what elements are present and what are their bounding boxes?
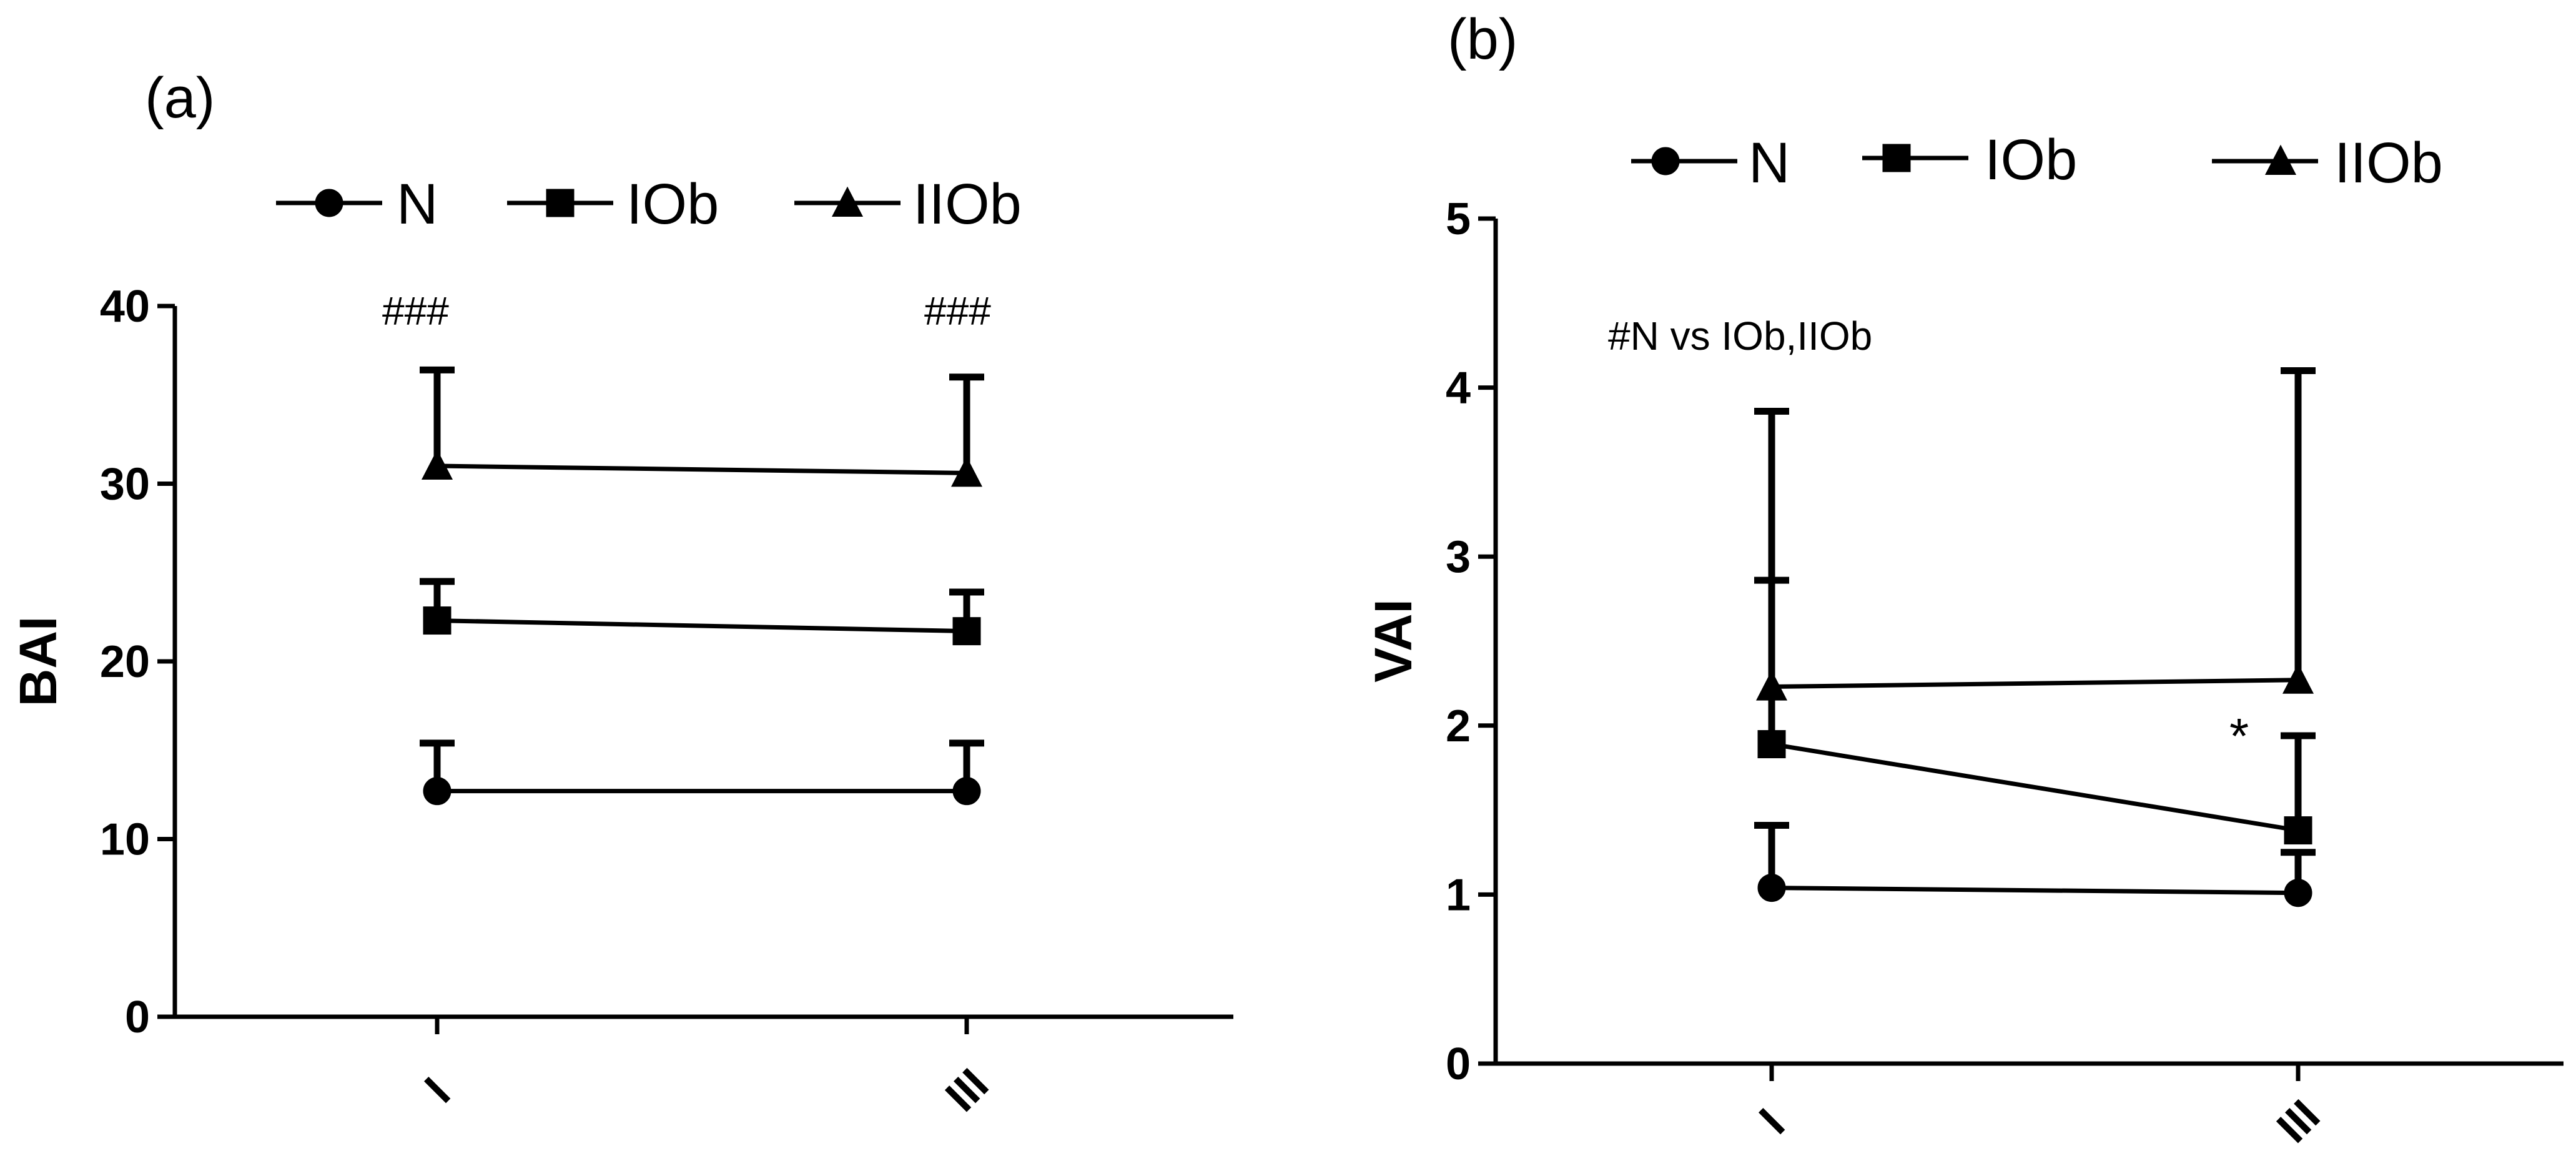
- data-point-circle: [1757, 874, 1786, 902]
- legend-item-IOb: IOb: [1862, 128, 2077, 192]
- data-point-circle: [423, 777, 452, 806]
- annotation: #N vs IOb,IIOb: [1608, 314, 1872, 358]
- y-tick-label: 5: [1446, 194, 1471, 244]
- y-tick-label: 1: [1446, 870, 1471, 920]
- series-N: [1754, 821, 2316, 907]
- legend-label: IOb: [1985, 128, 2077, 192]
- data-point-triangle: [2282, 663, 2314, 694]
- legend-marker-triangle: [2264, 144, 2297, 175]
- y-axis-title: VAI: [1364, 599, 1423, 683]
- series-N: [420, 739, 984, 806]
- y-tick-label: 2: [1446, 701, 1471, 751]
- x-tick-label: I: [415, 1068, 460, 1112]
- legend-marker-circle: [1651, 147, 1680, 175]
- y-tick-label: 40: [100, 282, 150, 332]
- data-point-square: [952, 617, 981, 646]
- y-tick-label: 0: [125, 992, 150, 1042]
- y-tick-label: 3: [1446, 532, 1471, 582]
- series-line: [1771, 742, 2299, 833]
- y-tick-label: 0: [1446, 1039, 1471, 1089]
- legend-marker-square: [1882, 144, 1911, 172]
- legend-item-IOb: IOb: [507, 172, 719, 236]
- x-tick-label: I: [1750, 1099, 1794, 1144]
- legend-item-IIOb: IIOb: [794, 172, 1022, 236]
- legend-label: N: [397, 172, 438, 236]
- legend-item-IIOb: IIOb: [2212, 131, 2443, 195]
- data-point-triangle: [1755, 670, 1788, 701]
- data-point-circle: [952, 777, 981, 806]
- y-tick-label: 30: [100, 460, 150, 510]
- series-line: [437, 618, 967, 634]
- legend-marker-circle: [315, 189, 343, 217]
- y-axis-title: BAI: [9, 616, 67, 707]
- legend-item-N: N: [1631, 131, 1790, 195]
- x-tick-label: III: [2268, 1090, 2329, 1152]
- series-IIOb: [1754, 367, 2316, 701]
- data-point-triangle: [950, 457, 983, 487]
- x-tick-label: III: [936, 1059, 998, 1121]
- legend-label: N: [1749, 131, 1790, 195]
- y-tick-label: 4: [1446, 363, 1471, 413]
- legend-marker-square: [546, 189, 575, 217]
- series-IIOb: [420, 366, 984, 487]
- data-point-square: [1757, 730, 1786, 759]
- y-tick-label: 20: [100, 637, 150, 687]
- data-point-circle: [2284, 879, 2312, 907]
- legend-label: IOb: [626, 172, 719, 236]
- series-line: [1771, 678, 2299, 689]
- legend-item-N: N: [276, 172, 438, 236]
- data-point-triangle: [421, 449, 453, 480]
- data-point-square: [423, 606, 452, 635]
- annotation: ###: [924, 289, 991, 334]
- legend-label: IIOb: [2334, 131, 2443, 195]
- panel-label: (b): [1448, 7, 1517, 71]
- y-tick-label: 10: [100, 815, 150, 865]
- data-point-square: [2284, 816, 2312, 845]
- panel-label: (a): [145, 66, 215, 130]
- annotation: ###: [382, 289, 449, 334]
- series-IOb: [420, 578, 984, 646]
- legend-marker-triangle: [831, 186, 864, 217]
- series-line: [1771, 886, 2299, 896]
- annotation: *: [2229, 708, 2249, 764]
- legend-label: IIOb: [913, 172, 1022, 236]
- series-line: [437, 463, 967, 475]
